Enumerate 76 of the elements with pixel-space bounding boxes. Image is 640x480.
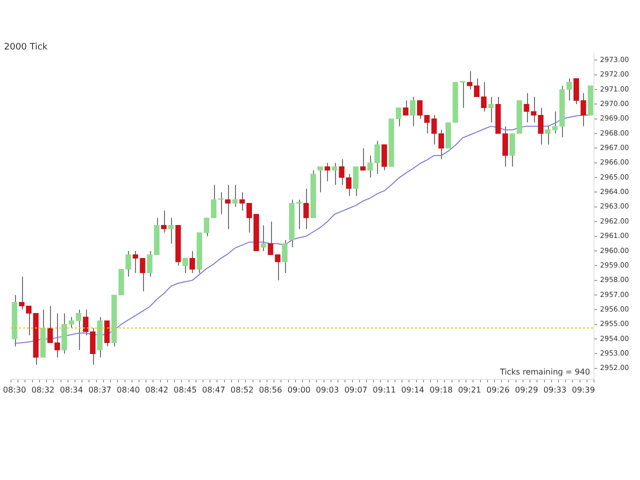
candlestick: [396, 107, 402, 127]
x-tick-label: 09:26: [486, 385, 510, 394]
x-tick-label: 08:56: [258, 385, 282, 394]
candlestick: [210, 184, 216, 218]
candlestick: [82, 309, 88, 336]
candlestick: [402, 100, 408, 116]
candlestick: [317, 166, 324, 193]
candlestick: [481, 82, 487, 112]
candlestick: [346, 173, 352, 196]
candlestick: [68, 316, 74, 329]
candlestick: [424, 114, 430, 134]
candlestick: [381, 144, 388, 171]
candlestick: [374, 140, 380, 174]
candlestick: [282, 239, 288, 274]
candlestick: [431, 114, 437, 146]
x-tick-label: 08:30: [3, 385, 26, 394]
annotation: Ticks remaining = 940: [498, 367, 590, 376]
candlestick: [474, 78, 480, 98]
x-tick-label: 08:37: [88, 385, 112, 394]
candlestick: [168, 217, 174, 244]
candlestick: [324, 162, 330, 182]
x-tick-label: 09:21: [458, 385, 482, 394]
candlestick: [338, 158, 344, 186]
candlestick: [509, 133, 516, 168]
candlestick: [410, 96, 416, 127]
x-tick-label: 08:52: [230, 385, 254, 394]
x-tick-label: 09:39: [572, 385, 595, 394]
candlestick: [76, 309, 82, 351]
candlestick: [417, 100, 423, 120]
candlestick: [524, 92, 530, 124]
candlestick: [580, 92, 586, 127]
chart-subtitle: 2000 Tick: [4, 42, 48, 53]
candlestick: [204, 217, 210, 237]
candlestick: [232, 184, 238, 208]
x-tick-label: 09:03: [316, 385, 339, 394]
x-tick-label: 09:14: [401, 385, 424, 394]
x-tick-label: 09:29: [514, 385, 538, 394]
candlestick: [502, 126, 508, 168]
candlestick: [353, 166, 359, 196]
candlestick: [54, 312, 60, 358]
candlestick: [268, 221, 274, 256]
x-tick-label: 09:00: [287, 385, 310, 394]
x-tick-label: 08:47: [202, 385, 226, 394]
candlestick: [573, 78, 580, 105]
candlestick: [274, 254, 280, 281]
candlestick: [552, 111, 558, 134]
candlestick: [438, 129, 444, 160]
x-tick-label: 08:42: [145, 385, 168, 394]
candlestick: [132, 250, 138, 274]
candlestick: [90, 328, 96, 366]
candlestick: [104, 320, 110, 347]
x-tick-label: 08:34: [60, 385, 83, 394]
candlestick: [488, 96, 494, 124]
candlestick: [161, 210, 167, 234]
x-tick-label: 09:07: [344, 385, 368, 394]
candlestick: [182, 258, 188, 274]
candlestick: [18, 276, 24, 310]
candlestick: [360, 148, 366, 171]
candlestick: [530, 96, 536, 124]
candlestick: [47, 306, 53, 344]
candlestick: [332, 162, 338, 186]
candlestick: [538, 107, 544, 146]
candlestick: [26, 306, 32, 336]
candlestick: [140, 258, 146, 292]
x-tick-label: 08:32: [31, 385, 55, 394]
candlestick: [367, 155, 373, 178]
x-tick-label: 08:45: [174, 385, 197, 394]
candlestick: [545, 126, 551, 146]
candlestick: [189, 250, 196, 274]
candlestick: [303, 188, 309, 230]
x-tick-label: 09:11: [372, 385, 396, 394]
x-tick-label: 09:33: [543, 385, 566, 394]
x-tick-label: 08:40: [116, 385, 140, 394]
candlestick: [146, 250, 152, 278]
x-tick-label: 09:18: [430, 385, 453, 394]
candlestick: [566, 78, 572, 102]
